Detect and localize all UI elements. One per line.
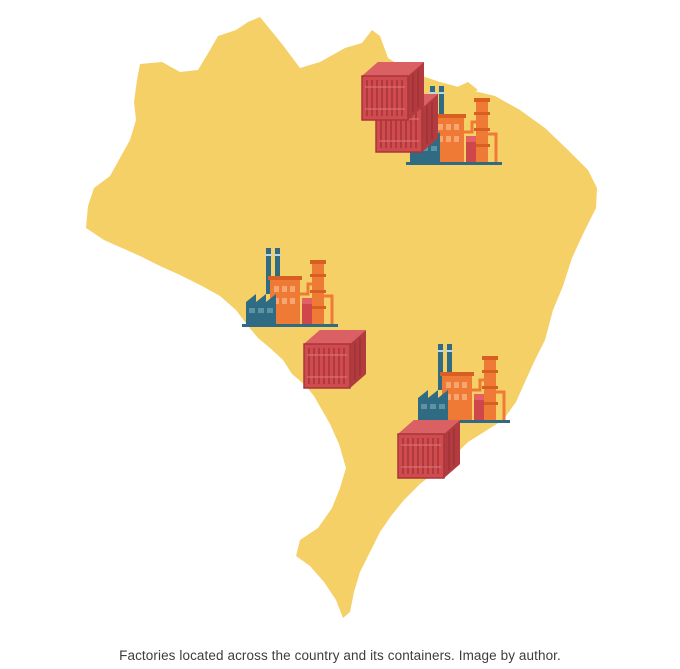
container-icon xyxy=(303,329,367,389)
container-icon xyxy=(397,419,461,479)
brazil-territory xyxy=(86,17,597,618)
container-icon xyxy=(361,61,425,121)
figure-caption: Factories located across the country and… xyxy=(119,648,561,663)
brazil-map xyxy=(86,17,597,618)
